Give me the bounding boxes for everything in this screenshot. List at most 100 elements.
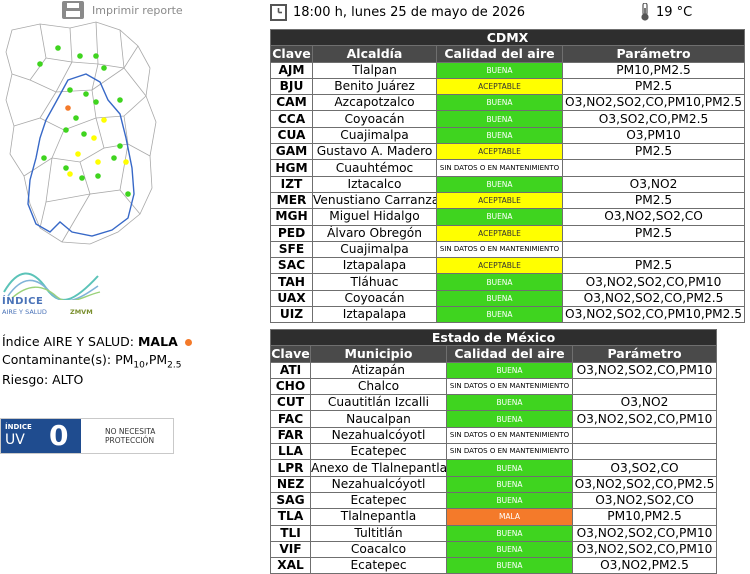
station-marker[interactable] [117, 97, 123, 103]
table-row[interactable]: TLA Tlalnepantla MALA PM10,PM2.5 [270, 508, 718, 526]
table-row[interactable]: SAC Iztapalapa ACEPTABLE PM2.5 [270, 257, 746, 275]
station-code: XAL [270, 557, 311, 574]
station-name: Benito Juárez [312, 77, 437, 96]
table-row[interactable]: XAL Ecatepec BUENA O3,NO2,PM2.5 [270, 557, 718, 574]
parameters [571, 426, 718, 445]
station-marker[interactable] [117, 143, 123, 149]
quality-badge: BUENA [446, 557, 573, 574]
table-row[interactable]: SFE Cuajimalpa SIN DATOS O EN MANTENIMIENT… [270, 240, 746, 259]
station-marker[interactable] [125, 191, 131, 197]
station-marker[interactable] [83, 91, 89, 97]
station-code: SFE [270, 240, 313, 259]
table-row[interactable]: LPR Anexo de Tlalnepantla BUENA O3,SO2,CO [270, 459, 718, 477]
table-row[interactable]: CCA Coyoacán BUENA O3,SO2,CO,PM2.5 [270, 110, 746, 128]
parameters: O3,NO2,SO2,CO,PM10 [571, 524, 718, 542]
station-code: HGM [270, 159, 313, 177]
quality-badge: BUENA [446, 540, 573, 559]
column-header-parametro: Parámetro [571, 345, 718, 363]
parameters: O3,NO2 [571, 394, 718, 412]
station-code: FAC [270, 410, 311, 428]
table-row[interactable]: PED Álvaro Obregón ACEPTABLE PM2.5 [270, 224, 746, 242]
quality-badge: BUENA [446, 524, 573, 542]
table-row[interactable]: IZT Iztacalco BUENA O3,NO2 [270, 175, 746, 193]
station-marker[interactable] [67, 87, 73, 93]
station-name: Iztapalapa [312, 257, 437, 275]
station-marker[interactable] [123, 159, 129, 165]
station-marker[interactable] [79, 175, 85, 181]
table-row[interactable]: CUA Cuajimalpa BUENA O3,PM10 [270, 126, 746, 145]
parameters [561, 159, 746, 177]
station-name: Nezahualcóyotl [310, 426, 447, 445]
station-code: CAM [270, 94, 313, 112]
table-row[interactable]: HGM Cuauhtémoc SIN DATOS O EN MANTENIMIENT… [270, 159, 746, 177]
printer-icon [62, 1, 84, 19]
table-row[interactable]: ATI Atizapán BUENA O3,NO2,SO2,CO,PM10 [270, 361, 718, 379]
quality-badge: SIN DATOS O EN MANTENIMIENTO [446, 426, 573, 445]
table-row[interactable]: AJM Tlalpan BUENA PM10,PM2.5 [270, 61, 746, 79]
station-marker[interactable] [55, 45, 61, 51]
table-row[interactable]: CHO Chalco SIN DATOS O EN MANTENIMIENTO [270, 377, 718, 396]
table-row[interactable]: UAX Coyoacán BUENA O3,NO2,SO2,CO,PM2.5 [270, 289, 746, 308]
table-row[interactable]: LLA Ecatepec SIN DATOS O EN MANTENIMIENTO [270, 443, 718, 461]
station-name: Iztacalco [312, 175, 437, 193]
table-row[interactable]: UIZ Iztapalapa BUENA O3,NO2,SO2,CO,PM10,PM2… [270, 306, 746, 324]
print-report-button[interactable]: Imprimir reporte [62, 0, 192, 20]
thermometer-icon [641, 3, 649, 21]
parameters: O3,PM10 [561, 126, 746, 145]
table-row[interactable]: VIF Coacalco BUENA O3,NO2,SO2,CO,PM10 [270, 540, 718, 559]
station-marker[interactable] [67, 171, 73, 177]
parameters: PM2.5 [561, 77, 746, 96]
table-row[interactable]: MGH Miguel Hidalgo BUENA O3,NO2,SO2,CO [270, 208, 746, 226]
table-row[interactable]: MER Venustiano Carranza ACEPTABLE PM2.5 [270, 191, 746, 210]
station-marker[interactable] [101, 117, 107, 123]
table-row[interactable]: FAC Naucalpan BUENA O3,NO2,SO2,CO,PM10 [270, 410, 718, 428]
table-row[interactable]: CAM Azcapotzalco BUENA O3,NO2,SO2,CO,PM10,P… [270, 94, 746, 112]
station-marker[interactable] [63, 165, 69, 171]
temperature-area: 19 °C [640, 2, 692, 22]
parameters: O3,NO2,SO2,CO,PM2.5 [571, 475, 718, 493]
table-row[interactable]: CUT Cuautitlán Izcalli BUENA O3,NO2 [270, 394, 718, 412]
station-code: GAM [270, 143, 313, 161]
station-marker[interactable] [81, 131, 87, 137]
station-marker[interactable] [95, 159, 101, 165]
cdmx-table-body: AJM Tlalpan BUENA PM10,PM2.5 BJU Benito Juáre… [270, 61, 746, 324]
table-row[interactable]: FAR Nezahualcóyotl SIN DATOS O EN MANTENIM… [270, 426, 718, 445]
station-marker[interactable] [111, 155, 117, 161]
station-marker[interactable] [93, 99, 99, 105]
station-marker[interactable] [73, 115, 79, 121]
quality-badge: SIN DATOS O EN MANTENIMIENTO [436, 159, 563, 177]
column-header-clave: Clave [270, 45, 313, 63]
table-row[interactable]: BJU Benito Juárez ACEPTABLE PM2.5 [270, 77, 746, 96]
stations-map[interactable] [0, 18, 160, 258]
station-marker[interactable] [101, 65, 107, 71]
quality-badge: BUENA [436, 175, 563, 193]
pm25-base: PM [148, 352, 168, 367]
station-marker[interactable] [63, 127, 69, 133]
table-row[interactable]: SAG Ecatepec BUENA O3,NO2,SO2,CO [270, 491, 718, 510]
column-header-calidad: Calidad del aire [446, 345, 573, 363]
parameters: O3,SO2,CO,PM2.5 [561, 110, 746, 128]
quality-badge: BUENA [446, 475, 573, 493]
station-marker[interactable] [37, 61, 43, 67]
station-marker[interactable] [41, 155, 47, 161]
quality-badge: BUENA [436, 110, 563, 128]
station-name: Miguel Hidalgo [312, 208, 437, 226]
table-row[interactable]: TLI Tultitlán BUENA O3,NO2,SO2,CO,PM10 [270, 524, 718, 542]
station-marker[interactable] [77, 53, 83, 59]
station-marker[interactable] [95, 173, 101, 179]
indice-aire-salud-logo: ÍNDICE AIRE Y SALUD ZMVM [2, 266, 102, 322]
station-marker[interactable] [65, 105, 71, 111]
parameters: O3,NO2,SO2,CO,PM2.5 [561, 289, 746, 308]
table-row[interactable]: NEZ Nezahualcóyotl BUENA O3,NO2,SO2,CO,PM2.… [270, 475, 718, 493]
station-marker[interactable] [93, 53, 99, 59]
parameters: O3,NO2,SO2,CO [571, 491, 718, 510]
station-code: SAC [270, 257, 313, 275]
station-name: Iztapalapa [312, 306, 437, 324]
table-row[interactable]: GAM Gustavo A. Madero ACEPTABLE PM2.5 [270, 143, 746, 161]
column-header-alcaldia: Alcaldía [312, 45, 437, 63]
table-row[interactable]: TAH Tláhuac BUENA O3,NO2,SO2,CO,PM10 [270, 273, 746, 291]
station-marker[interactable] [75, 151, 81, 157]
station-code: MER [270, 191, 313, 210]
station-marker[interactable] [91, 135, 97, 141]
datetime-area: 18:00 h, lunes 25 de mayo de 2026 [270, 2, 525, 22]
